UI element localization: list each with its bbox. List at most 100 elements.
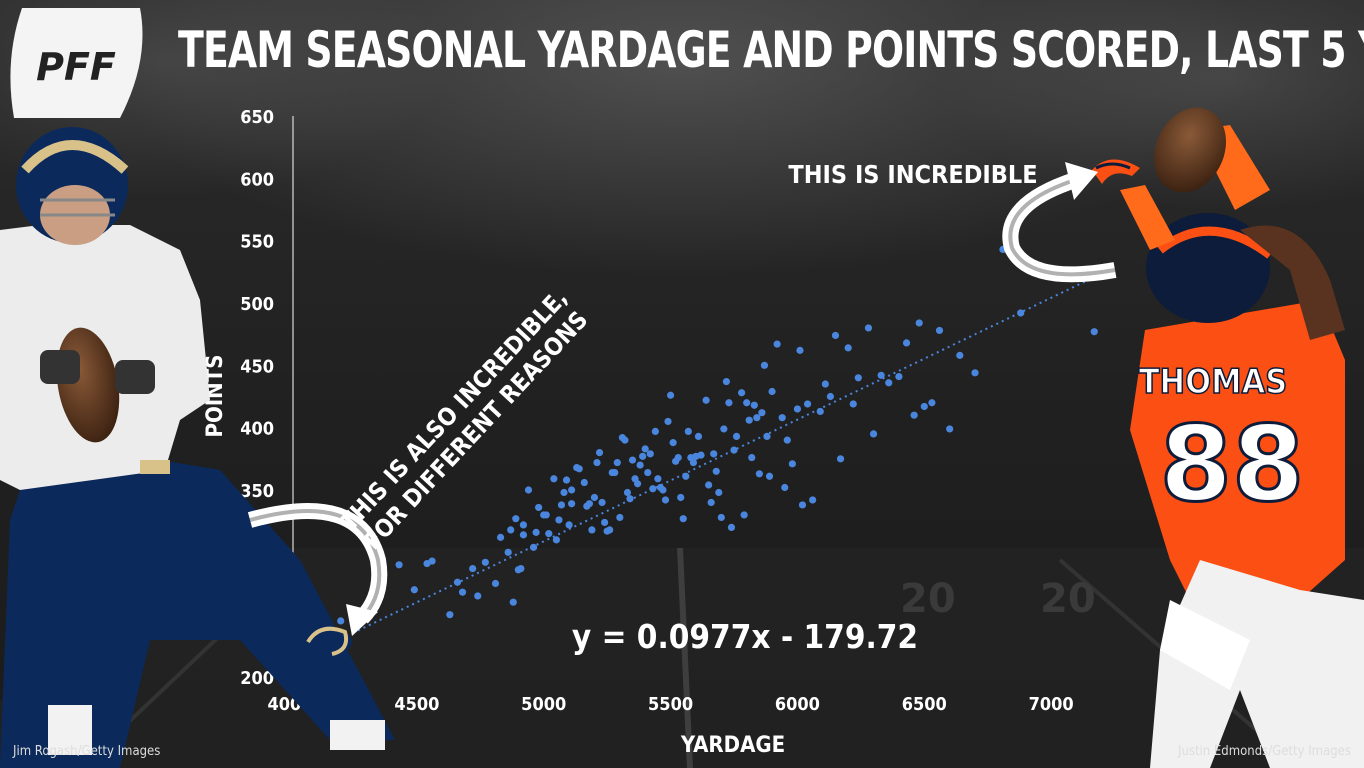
data-point (702, 396, 710, 404)
pff-logo: PFF (10, 8, 143, 118)
data-point (654, 475, 662, 483)
page-title: TEAM SEASONAL YARDAGE AND POINTS SCORED,… (178, 21, 1364, 79)
annotation-also-incredible: THIS IS ALSO INCREDIBLE, FOR DIFFERENT R… (335, 284, 594, 555)
data-point (1090, 328, 1098, 336)
data-point (491, 579, 500, 588)
data-point (781, 483, 789, 492)
data-point (697, 451, 705, 459)
data-point (1017, 309, 1025, 317)
data-point (641, 445, 649, 453)
y-tick-label: 500 (240, 294, 274, 315)
data-point (679, 515, 687, 523)
field-number-20: 20 (900, 576, 956, 622)
data-point (496, 533, 505, 541)
data-point (621, 436, 629, 444)
data-point (550, 475, 558, 483)
data-point (946, 425, 954, 433)
data-point (532, 528, 540, 536)
data-point (743, 399, 751, 407)
data-point (458, 588, 467, 596)
x-tick-label: 6000 (775, 694, 820, 715)
data-point (575, 465, 583, 473)
data-point (935, 326, 944, 335)
data-point (750, 401, 758, 409)
data-point (798, 501, 807, 509)
data-point (560, 488, 568, 497)
x-tick-label: 5500 (648, 694, 693, 715)
y-tick-label: 400 (240, 419, 274, 440)
data-point (854, 374, 862, 382)
data-point (666, 391, 675, 399)
field-number-20-b: 20 (1040, 576, 1096, 622)
data-point (809, 496, 817, 504)
x-axis-label: YARDAGE (680, 733, 785, 758)
broncos-logo-icon (1092, 159, 1140, 184)
data-point (677, 493, 685, 502)
data-point (844, 344, 852, 352)
data-point (760, 361, 769, 369)
data-point (613, 458, 621, 467)
data-point (826, 392, 835, 401)
data-point (661, 496, 670, 504)
data-point (971, 369, 979, 377)
data-point (507, 526, 515, 534)
rams-player-image (0, 127, 395, 768)
data-point (727, 523, 736, 532)
data-point (557, 501, 566, 509)
data-point (694, 432, 703, 440)
data-point (611, 468, 619, 477)
scatter-points (337, 245, 1098, 625)
data-point (720, 425, 728, 433)
data-point (885, 379, 893, 387)
data-point (712, 467, 720, 475)
data-point (474, 592, 482, 600)
data-point (509, 598, 517, 606)
data-point (710, 450, 718, 458)
data-point (453, 578, 462, 586)
data-point (519, 521, 528, 529)
data-point (765, 472, 774, 480)
data-point (590, 493, 599, 502)
data-point (707, 498, 715, 507)
pff-logo-text: PFF (36, 45, 116, 89)
data-point (928, 399, 936, 407)
data-point (877, 371, 885, 379)
data-point (669, 439, 677, 447)
data-point (768, 387, 776, 396)
data-point (649, 485, 657, 493)
data-point (568, 500, 576, 508)
data-point (753, 414, 761, 422)
data-point (633, 480, 642, 488)
data-point (730, 446, 738, 454)
data-point (562, 476, 571, 484)
data-point (705, 481, 713, 489)
photo-credit-right: Justin Edmonds/Getty Images (1178, 744, 1351, 759)
x-tick-label: 5000 (521, 694, 566, 715)
data-point (689, 458, 698, 467)
annotation-line-1: THIS IS ALSO INCREDIBLE, (335, 284, 573, 537)
data-point (580, 478, 588, 487)
data-point (788, 460, 796, 468)
data-point (722, 377, 730, 386)
data-point (616, 513, 624, 522)
data-point (588, 526, 596, 534)
data-point (337, 617, 345, 625)
x-tick-label: 4500 (394, 694, 439, 715)
y-tick-label: 650 (240, 107, 274, 128)
rams-logo-icon (304, 626, 352, 656)
data-point (793, 405, 802, 413)
data-point (910, 411, 918, 419)
data-point (524, 486, 533, 494)
data-point (659, 486, 667, 494)
data-point (598, 498, 606, 507)
data-point (593, 458, 601, 467)
annotation-incredible: THIS IS INCREDIBLE (788, 160, 1037, 189)
data-point (684, 427, 692, 436)
photo-credit-left: Jim Rogash/Getty Images (13, 744, 161, 759)
y-tick-label: 350 (240, 481, 274, 502)
data-point (821, 380, 829, 388)
data-point (778, 414, 786, 422)
data-point (601, 518, 609, 527)
